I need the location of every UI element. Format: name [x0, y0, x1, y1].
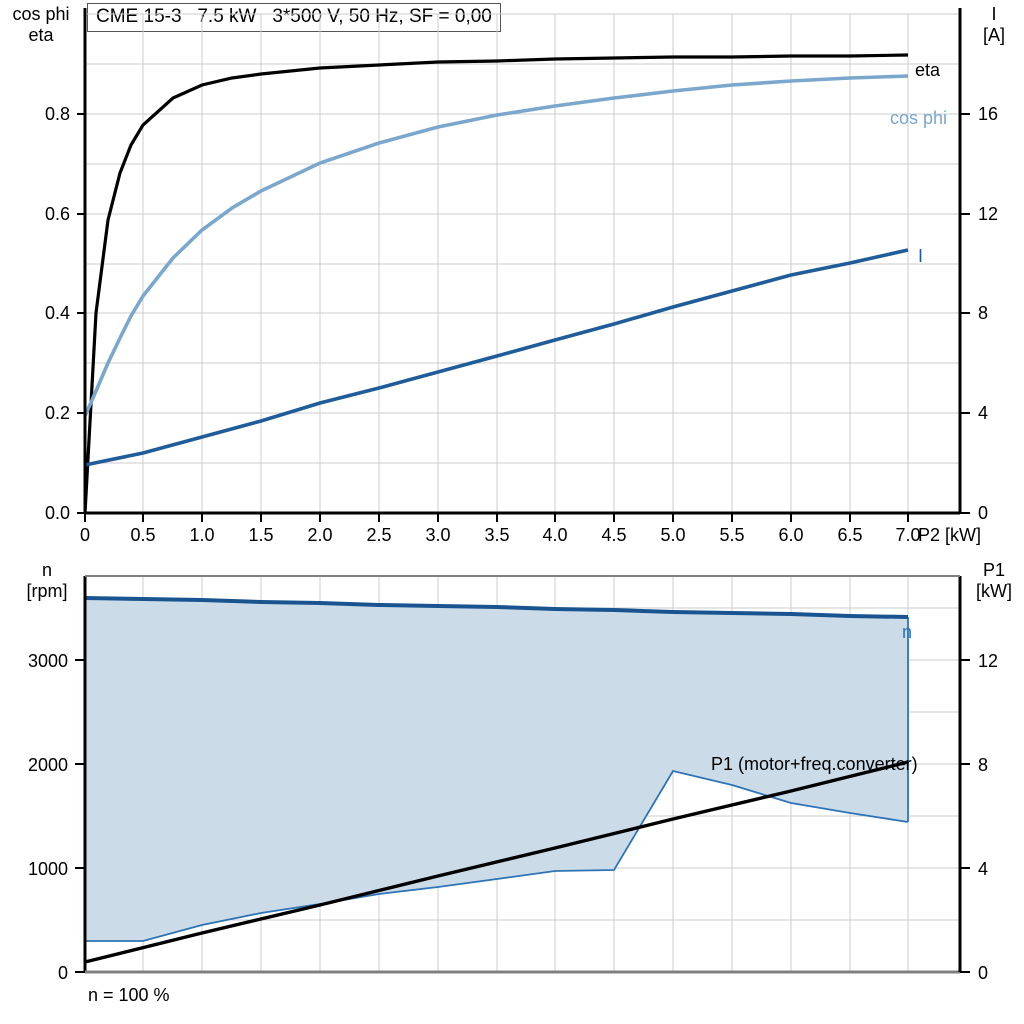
speed-series-label: n [902, 622, 912, 642]
svg-text:6.5: 6.5 [837, 525, 862, 545]
svg-text:8: 8 [978, 755, 988, 775]
svg-text:0.5: 0.5 [130, 525, 155, 545]
bottom-chart-left-tick-labels: 0 1000 2000 3000 [28, 651, 68, 983]
bottom-chart-right-tick-labels: 0 4 8 12 [978, 651, 998, 983]
bottom-right-axis-title: P1 [kW] [976, 560, 1012, 601]
chart-title-box: CME 15-3 7.5 kW 3*500 V, 50 Hz, SF = 0,0… [87, 3, 501, 32]
svg-text:1000: 1000 [28, 859, 68, 879]
top-left-axis-title: cos phi eta [12, 4, 70, 45]
top-chart-left-ticks [77, 113, 85, 514]
svg-text:0.8: 0.8 [45, 104, 70, 124]
top-chart-right-ticks [960, 113, 970, 514]
cos-phi-series-label: cos phi [890, 108, 947, 128]
svg-text:4: 4 [978, 859, 988, 879]
svg-text:0: 0 [978, 963, 988, 983]
svg-text:12: 12 [978, 204, 998, 224]
svg-text:4: 4 [978, 403, 988, 423]
bottom-left-axis-title: n [rpm] [26, 560, 68, 601]
svg-text:7.0: 7.0 [895, 525, 920, 545]
current-series-label: I [918, 246, 923, 266]
speed-top-line [84, 596, 909, 619]
svg-text:0: 0 [58, 963, 68, 983]
svg-text:5.0: 5.0 [660, 525, 685, 545]
bottom-chart-left-ticks [75, 659, 85, 973]
svg-text:0.6: 0.6 [45, 204, 70, 224]
svg-text:5.5: 5.5 [719, 525, 744, 545]
svg-text:1.0: 1.0 [189, 525, 214, 545]
svg-text:0: 0 [80, 525, 90, 545]
p1-series-label: P1 (motor+freq.converter) [711, 754, 918, 774]
svg-text:4.0: 4.0 [542, 525, 567, 545]
svg-text:2000: 2000 [28, 755, 68, 775]
svg-text:12: 12 [978, 651, 998, 671]
svg-text:2.5: 2.5 [366, 525, 391, 545]
speed-band-area [85, 598, 908, 941]
eta-series-label: eta [915, 60, 941, 80]
svg-text:3000: 3000 [28, 651, 68, 671]
cos-phi-curve [83, 74, 909, 417]
bottom-chart-svg: 0 1000 2000 3000 0 4 8 12 n P1 (motor+fr… [28, 575, 998, 983]
svg-text:3.0: 3.0 [425, 525, 450, 545]
svg-text:3.5: 3.5 [484, 525, 509, 545]
bottom-chart-right-ticks [960, 659, 970, 973]
svg-text:8: 8 [978, 303, 988, 323]
svg-text:1.5: 1.5 [248, 525, 273, 545]
top-chart-x-ticks [84, 513, 909, 522]
eta-curve [83, 53, 909, 514]
svg-text:0: 0 [978, 503, 988, 523]
top-chart-right-tick-labels: 0 4 8 12 16 [978, 104, 998, 523]
svg-text:0.2: 0.2 [45, 403, 70, 423]
svg-text:0.0: 0.0 [45, 503, 70, 523]
top-chart-left-tick-labels: 0.0 0.2 0.4 0.6 0.8 [45, 104, 70, 523]
p1-power-line [84, 760, 909, 964]
svg-text:2.0: 2.0 [307, 525, 332, 545]
svg-text:6.0: 6.0 [778, 525, 803, 545]
svg-text:4.5: 4.5 [601, 525, 626, 545]
svg-text:16: 16 [978, 104, 998, 124]
top-chart-gridlines [85, 13, 960, 513]
speed-percentage-note: n = 100 % [88, 985, 170, 1005]
top-chart-x-tick-labels: 0 0.5 1.0 1.5 2.0 2.5 3.0 3.5 4.0 4.5 5.… [80, 525, 921, 545]
top-chart-x-axis-title: P2 [kW] [918, 525, 981, 545]
top-right-axis-title: I [A] [982, 4, 1005, 45]
top-chart-axes [83, 8, 962, 515]
svg-text:0.4: 0.4 [45, 303, 70, 323]
top-chart-svg: 0.0 0.2 0.4 0.6 0.8 0 4 8 12 16 [45, 8, 998, 545]
bottom-chart-axes [83, 575, 962, 974]
current-curve [84, 248, 909, 467]
